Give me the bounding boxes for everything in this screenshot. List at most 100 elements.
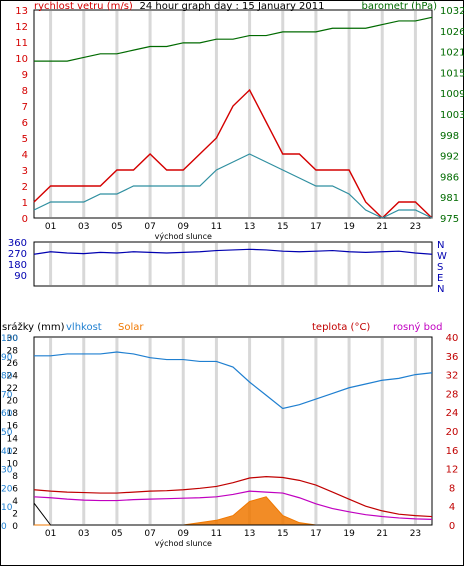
wind-y-tick: 10	[15, 54, 28, 65]
pressure-y-tick: 975	[440, 214, 459, 225]
panel1-x-tick: 05	[111, 222, 122, 232]
wind-y-tick: 6	[22, 118, 28, 129]
direction-line	[33, 248, 433, 255]
humidity-y-tick: 40	[1, 447, 13, 457]
rain-y-tick: 12	[7, 447, 18, 457]
pressure-axis-label: barometr (hPa)	[362, 1, 438, 12]
direction-y-tick: 90	[14, 271, 27, 282]
wind-y-tick: 0	[22, 214, 28, 225]
panel1-x-tick: 01	[45, 222, 56, 232]
wind-y-tick: 11	[15, 38, 28, 49]
sunrise-label: východ slunce	[155, 232, 212, 241]
pressure-y-tick: 1026	[440, 27, 464, 38]
sunset-label: východ slunce	[155, 539, 212, 548]
humidity-y-tick: 0	[1, 522, 7, 532]
panel1-frame	[33, 9, 433, 219]
humidity-temp-panel: srážky (mm) vlhkost Solar teplota (°C) rosný…	[1, 321, 458, 548]
rain-y-tick: 8	[12, 472, 18, 482]
compass-tick: N	[437, 240, 444, 251]
pressure-y-tick: 1032	[440, 6, 464, 17]
rain-y-tick: 6	[12, 484, 18, 494]
rain-y-tick: 16	[7, 422, 19, 432]
rain-y-tick: 0	[12, 522, 18, 532]
humidity-axis-label: vlhkost	[66, 322, 102, 333]
rain-y-tick: 24	[7, 372, 19, 382]
compass-tick: W	[437, 251, 447, 262]
panel3-x-tick: 07	[144, 529, 155, 539]
chart-title: 24 hour graph day : 15 January 2011	[140, 1, 325, 12]
panel3-x-tick: 21	[377, 529, 388, 539]
wind-y-tick: 2	[22, 182, 28, 193]
rain-y-tick: 22	[7, 384, 18, 394]
rain-y-tick: 30	[7, 334, 19, 344]
pressure-y-tick: 1003	[440, 110, 464, 121]
temp-y-tick: 8	[449, 483, 455, 494]
dew-axis-label: rosný bod	[393, 321, 442, 333]
rain-y-tick: 4	[12, 497, 18, 507]
rain-y-tick: 14	[7, 434, 19, 444]
panel1-x-tick: 19	[343, 222, 355, 232]
wind-y-tick: 13	[15, 6, 28, 17]
wind-y-tick: 3	[22, 166, 28, 177]
humidity-y-tick: 10	[1, 503, 13, 513]
rain-y-tick: 18	[7, 409, 19, 419]
wind-y-tick: 12	[15, 22, 28, 33]
pressure-y-tick: 992	[440, 152, 459, 163]
temp-axis-label: teplota (°C)	[312, 322, 370, 333]
rain-y-tick: 28	[7, 347, 19, 357]
panel3-x-tick: 15	[277, 529, 288, 539]
panel3-x-tick: 17	[310, 529, 321, 539]
temp-y-tick: 4	[449, 502, 455, 513]
panel1-x-tick: 23	[410, 222, 421, 232]
pressure-y-tick: 986	[440, 172, 459, 183]
panel1-x-tick: 15	[277, 222, 288, 232]
panel3-x-tick: 05	[111, 529, 122, 539]
wind-y-tick: 8	[22, 86, 28, 97]
panel3-x-tick: 03	[78, 529, 89, 539]
wind-pressure-panel: 24 hour graph day : 15 January 2011 rychl…	[15, 1, 464, 241]
pressure-y-tick: 998	[440, 131, 459, 142]
temp-y-tick: 0	[449, 521, 455, 532]
wind-y-tick: 5	[22, 134, 28, 145]
rain-y-tick: 26	[7, 359, 19, 369]
temp-y-tick: 24	[446, 408, 459, 419]
panel3-x-tick: 23	[410, 529, 421, 539]
humidity-y-tick: 70	[1, 390, 13, 400]
temp-y-tick: 28	[446, 389, 459, 400]
humidity-y-tick: 20	[1, 484, 13, 494]
solar-axis-label: Solar	[118, 322, 144, 333]
panel3-x-tick: 11	[211, 529, 222, 539]
wind-y-tick: 1	[22, 198, 28, 209]
panel3-x-tick: 01	[45, 529, 56, 539]
panel3-x-tick: 19	[343, 529, 355, 539]
compass-tick: N	[437, 284, 444, 295]
direction-y-tick: 360	[8, 238, 27, 249]
direction-y-tick: 180	[8, 260, 27, 271]
humidity-y-tick: 80	[1, 372, 13, 382]
dew-line	[33, 490, 433, 520]
pressure-y-tick: 1015	[440, 68, 464, 79]
pressure-line	[34, 16, 433, 62]
temp-y-tick: 36	[446, 352, 459, 363]
rain-axis-label: srážky (mm)	[2, 321, 65, 333]
rain-y-tick: 20	[7, 397, 19, 407]
panel2-frame	[33, 241, 433, 287]
rain-line	[33, 502, 432, 526]
wind-y-tick: 4	[22, 150, 28, 161]
panel1-x-tick: 03	[78, 222, 89, 232]
humidity-line	[34, 351, 433, 410]
temp-y-tick: 32	[446, 371, 459, 382]
humidity-y-tick: 60	[1, 409, 13, 419]
wind-avg-line	[33, 153, 433, 219]
pressure-y-tick: 1009	[440, 89, 464, 100]
panel3-x-tick: 09	[178, 529, 190, 539]
temp-y-tick: 16	[446, 446, 459, 457]
panel1-x-tick: 21	[377, 222, 388, 232]
wind-gust-line	[33, 88, 433, 219]
direction-y-tick: 270	[8, 249, 27, 260]
temp-line	[33, 475, 433, 518]
